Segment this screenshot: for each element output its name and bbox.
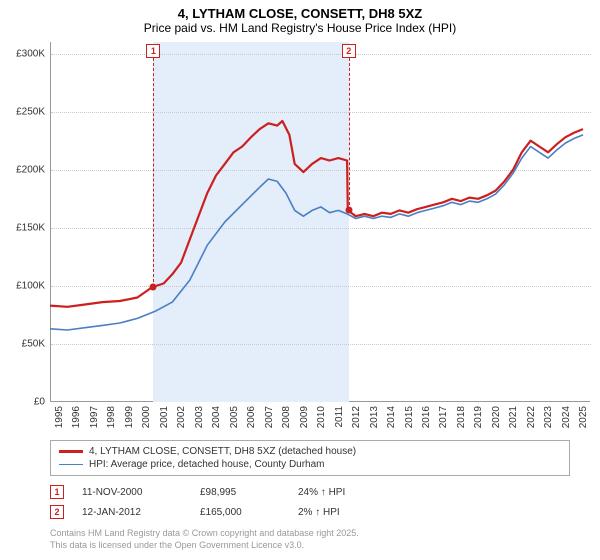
y-axis-label: £150K [16, 222, 45, 233]
x-axis-label: 2005 [229, 406, 240, 428]
x-axis-label: 2021 [508, 406, 519, 428]
y-axis-label: £50K [22, 338, 45, 349]
x-axis-label: 2020 [491, 406, 502, 428]
sale-hpi-delta: 24% ↑ HPI [298, 487, 378, 498]
x-axis-label: 2016 [421, 406, 432, 428]
sales-table: 1 11-NOV-2000 £98,995 24% ↑ HPI 2 12-JAN-2012… [50, 482, 378, 522]
x-axis-label: 2019 [473, 406, 484, 428]
sale-marker-number: 1 [50, 485, 64, 499]
x-axis-label: 2013 [369, 406, 380, 428]
legend-item: 4, LYTHAM CLOSE, CONSETT, DH8 5XZ (detac… [59, 445, 561, 458]
y-axis-label: £200K [16, 164, 45, 175]
x-axis-label: 2014 [386, 406, 397, 428]
x-axis-label: 1999 [124, 406, 135, 428]
sale-row: 2 12-JAN-2012 £165,000 2% ↑ HPI [50, 502, 378, 522]
x-axis-label: 2023 [543, 406, 554, 428]
x-axis-label: 2022 [526, 406, 537, 428]
x-axis-label: 2018 [456, 406, 467, 428]
x-axis-label: 2015 [404, 406, 415, 428]
x-axis-label: 2011 [334, 406, 345, 428]
series-line [50, 135, 583, 330]
title-address: 4, LYTHAM CLOSE, CONSETT, DH8 5XZ [0, 6, 600, 21]
footer-line1: Contains HM Land Registry data © Crown c… [50, 528, 359, 540]
x-axis-label: 2001 [159, 406, 170, 428]
x-axis-label: 1998 [106, 406, 117, 428]
footer-line2: This data is licensed under the Open Gov… [50, 540, 359, 552]
sale-date: 12-JAN-2012 [82, 507, 182, 518]
y-axis-label: £300K [16, 48, 45, 59]
y-axis-label: £250K [16, 106, 45, 117]
legend-swatch [59, 464, 83, 466]
x-axis-label: 2000 [141, 406, 152, 428]
sale-row: 1 11-NOV-2000 £98,995 24% ↑ HPI [50, 482, 378, 502]
x-axis-label: 1997 [89, 406, 100, 428]
legend-label: HPI: Average price, detached house, Coun… [89, 459, 325, 470]
chart-area: £0£50K£100K£150K£200K£250K£300K199519961… [50, 42, 590, 402]
sale-price: £98,995 [200, 487, 280, 498]
legend: 4, LYTHAM CLOSE, CONSETT, DH8 5XZ (detac… [50, 440, 570, 476]
x-axis-label: 2017 [438, 406, 449, 428]
x-axis-label: 2024 [561, 406, 572, 428]
series-line [50, 121, 583, 307]
x-axis-label: 1995 [54, 406, 65, 428]
title-block: 4, LYTHAM CLOSE, CONSETT, DH8 5XZ Price … [0, 0, 600, 37]
y-axis-label: £100K [16, 280, 45, 291]
footer-attribution: Contains HM Land Registry data © Crown c… [50, 528, 359, 551]
x-axis-label: 2003 [194, 406, 205, 428]
x-axis-label: 2025 [578, 406, 589, 428]
x-axis-label: 2010 [316, 406, 327, 428]
y-axis-label: £0 [34, 397, 45, 408]
x-axis-label: 2009 [299, 406, 310, 428]
x-axis-label: 2008 [281, 406, 292, 428]
x-axis-label: 2012 [351, 406, 362, 428]
title-subtitle: Price paid vs. HM Land Registry's House … [0, 21, 600, 35]
sale-date: 11-NOV-2000 [82, 487, 182, 498]
line-series-svg [50, 42, 590, 402]
legend-swatch [59, 450, 83, 452]
x-axis-label: 1996 [71, 406, 82, 428]
sale-hpi-delta: 2% ↑ HPI [298, 507, 378, 518]
sale-price: £165,000 [200, 507, 280, 518]
x-axis-label: 2006 [246, 406, 257, 428]
x-axis-label: 2004 [211, 406, 222, 428]
legend-label: 4, LYTHAM CLOSE, CONSETT, DH8 5XZ (detac… [89, 446, 356, 457]
x-axis-label: 2002 [176, 406, 187, 428]
sale-marker-number: 2 [50, 505, 64, 519]
chart-container: 4, LYTHAM CLOSE, CONSETT, DH8 5XZ Price … [0, 0, 600, 560]
legend-item: HPI: Average price, detached house, Coun… [59, 458, 561, 471]
x-axis-label: 2007 [264, 406, 275, 428]
